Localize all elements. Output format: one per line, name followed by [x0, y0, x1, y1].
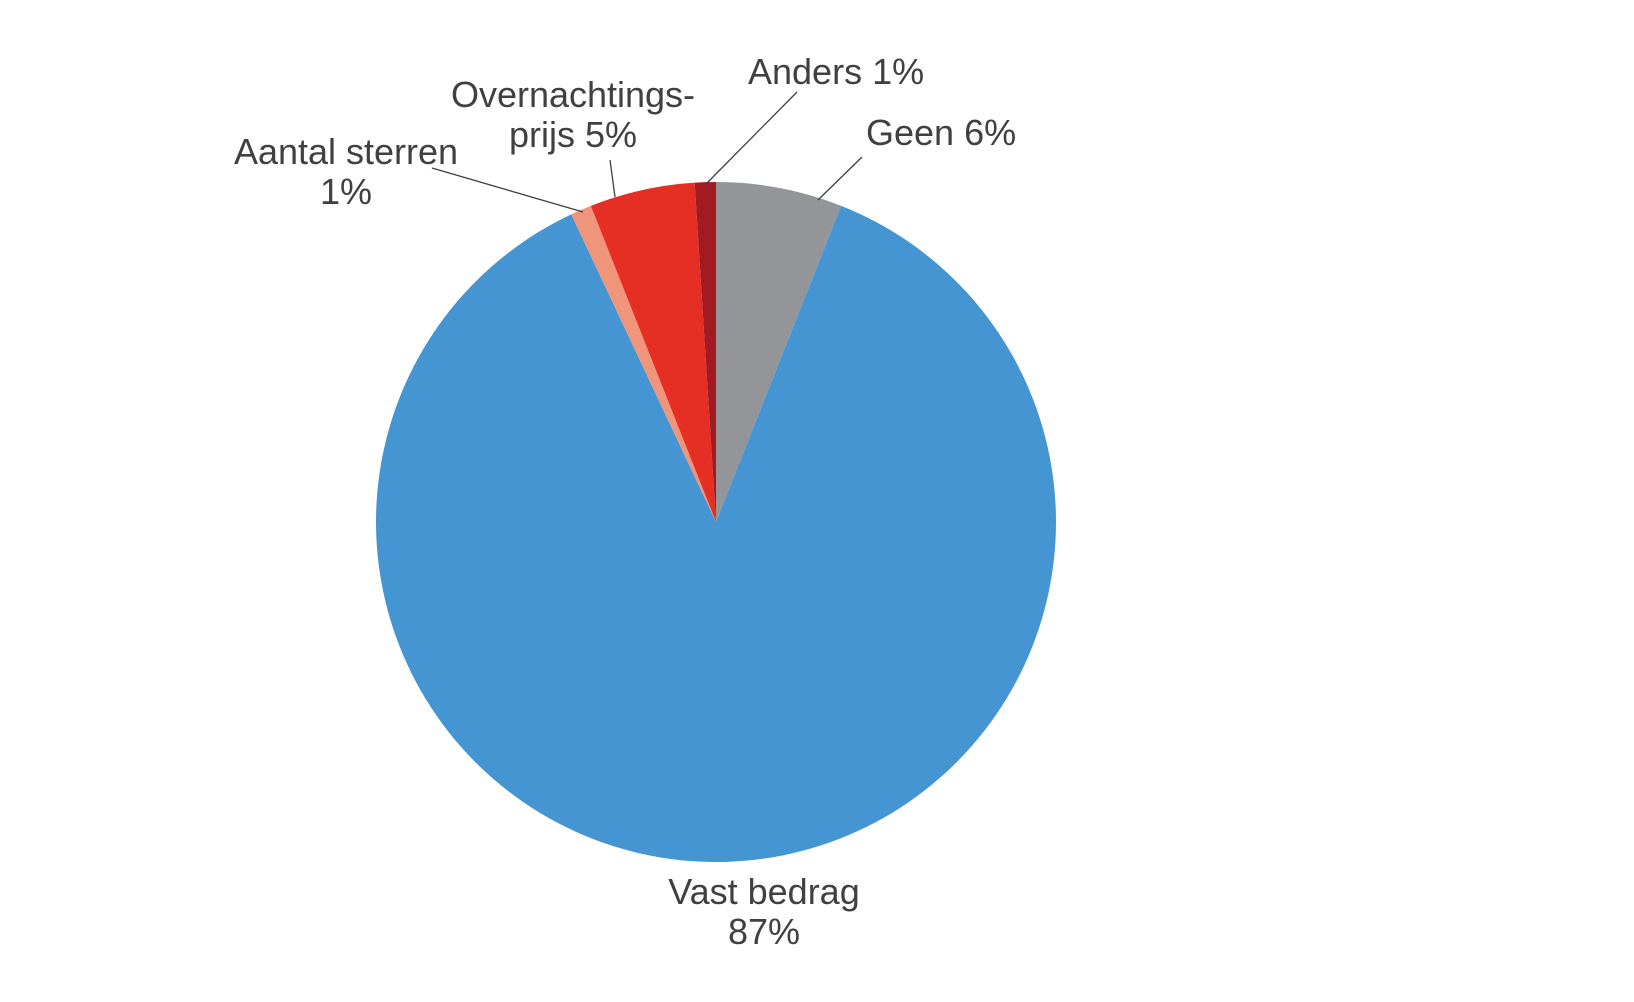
pie-slice — [716, 182, 842, 522]
slice-label: Overnachtings-prijs 5% — [423, 75, 723, 155]
value-label: 87% — [727, 911, 801, 952]
category-label: Aantal sterren — [233, 131, 459, 172]
value-label: 6% — [964, 112, 1017, 153]
pie-slice — [590, 182, 716, 523]
leader-line — [431, 167, 584, 213]
leader-line — [609, 159, 616, 198]
slice-label: Aantal sterren 1% — [206, 132, 486, 212]
leader-line — [705, 91, 798, 185]
slice-label: Vast bedrag 87% — [634, 872, 894, 952]
pie-slice — [375, 205, 1056, 863]
category-label: Overnachtings-prijs — [450, 74, 696, 155]
leader-line — [817, 156, 863, 201]
value-label: 1% — [319, 171, 373, 212]
value-label: 5% — [585, 114, 638, 155]
category-label: Geen — [866, 112, 955, 153]
slice-label: Anders 1% — [748, 52, 1008, 92]
category-label: Anders — [748, 51, 863, 92]
pie-slice — [694, 182, 716, 522]
category-label: Vast bedrag — [668, 871, 860, 912]
value-label: 1% — [872, 51, 925, 92]
slice-label: Geen 6% — [866, 113, 1126, 153]
pie-slice — [571, 205, 716, 523]
